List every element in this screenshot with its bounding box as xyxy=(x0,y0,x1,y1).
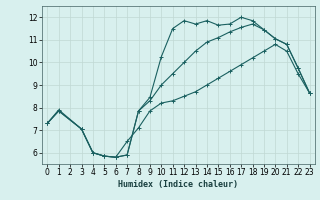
X-axis label: Humidex (Indice chaleur): Humidex (Indice chaleur) xyxy=(118,180,238,189)
